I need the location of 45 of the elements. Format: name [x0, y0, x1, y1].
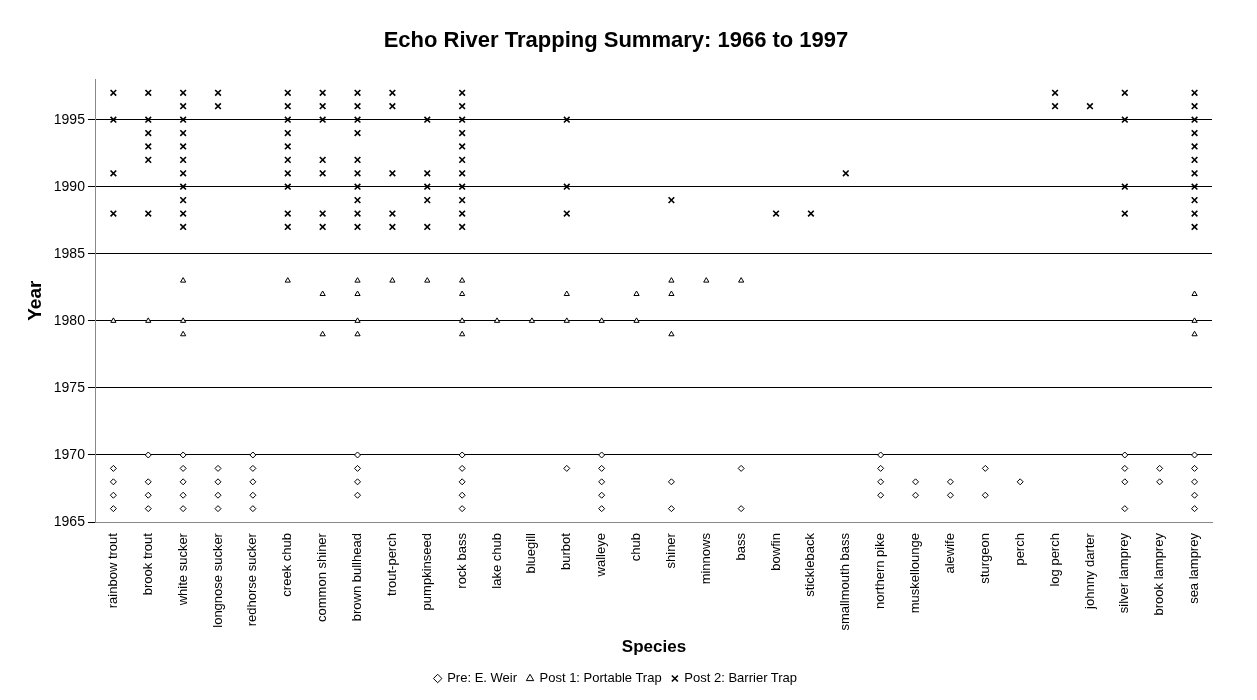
x-tick-label: longnose sucker: [209, 532, 225, 628]
x-tick-label: bass: [732, 532, 748, 561]
x-tick-label: redhorse sucker: [244, 532, 260, 627]
x-tick-label: creek chub: [279, 533, 295, 597]
x-tick-label: sturgeon: [976, 533, 992, 584]
x-tick-label: brown bullhead: [349, 533, 365, 622]
y-tick-label: 1965: [53, 512, 86, 529]
x-tick-label: stickleback: [802, 532, 818, 597]
x-tick-label: shiner: [662, 532, 678, 569]
x-tick-label: minnows: [697, 532, 713, 585]
x-tick-label: rock bass: [453, 532, 469, 589]
x-tick-label: common shiner: [314, 532, 330, 622]
x-tick-label: trout-perch: [383, 533, 399, 596]
x-tick-label: muskellounge: [907, 533, 923, 614]
x-tick-label: northern pike: [872, 533, 888, 609]
x-tick-label: burbot: [558, 532, 574, 570]
x-axis-title: Species: [621, 637, 687, 657]
x-tick-label: log perch: [1046, 533, 1062, 587]
y-tick-label: 1995: [53, 110, 86, 127]
x-tick-label: smallmouth bass: [837, 532, 853, 631]
legend-label: Post 2: Barrier Trap: [684, 670, 798, 686]
y-tick-label: 1980: [53, 311, 86, 328]
y-tick-label: 1975: [53, 378, 86, 395]
x-tick-label: silver lamprey: [1116, 532, 1132, 614]
x-tick-label: brook lamprey: [1151, 532, 1167, 616]
x-tick-label: alewife: [942, 533, 957, 574]
x-tick-label: bowfin: [767, 533, 783, 571]
x-tick-label: pumpkinseed: [418, 533, 434, 611]
x-tick-label: white sucker: [174, 532, 190, 607]
y-tick-label: 1990: [53, 177, 86, 194]
x-tick-label: lake chub: [488, 533, 504, 589]
x-tick-label: johnny darter: [1081, 532, 1097, 610]
x-tick-label: walleye: [593, 533, 609, 578]
y-axis-title: Year: [23, 280, 45, 321]
x-tick-label: chub: [628, 533, 644, 562]
y-tick-label: 1985: [53, 244, 86, 261]
x-tick-label: perch: [1011, 533, 1027, 566]
x-tick-label: bluegill: [523, 532, 539, 574]
x-tick-label: rainbow trout: [104, 532, 120, 609]
chart-title: Echo River Trapping Summary: 1966 to 1997: [383, 27, 849, 53]
x-tick-label: sea lamprey: [1186, 532, 1202, 604]
legend-label: Post 1: Portable Trap: [539, 670, 662, 686]
y-tick-label: 1970: [53, 445, 86, 462]
legend-label: Pre: E. Weir: [447, 670, 518, 686]
x-tick-label: brook trout: [139, 532, 155, 596]
